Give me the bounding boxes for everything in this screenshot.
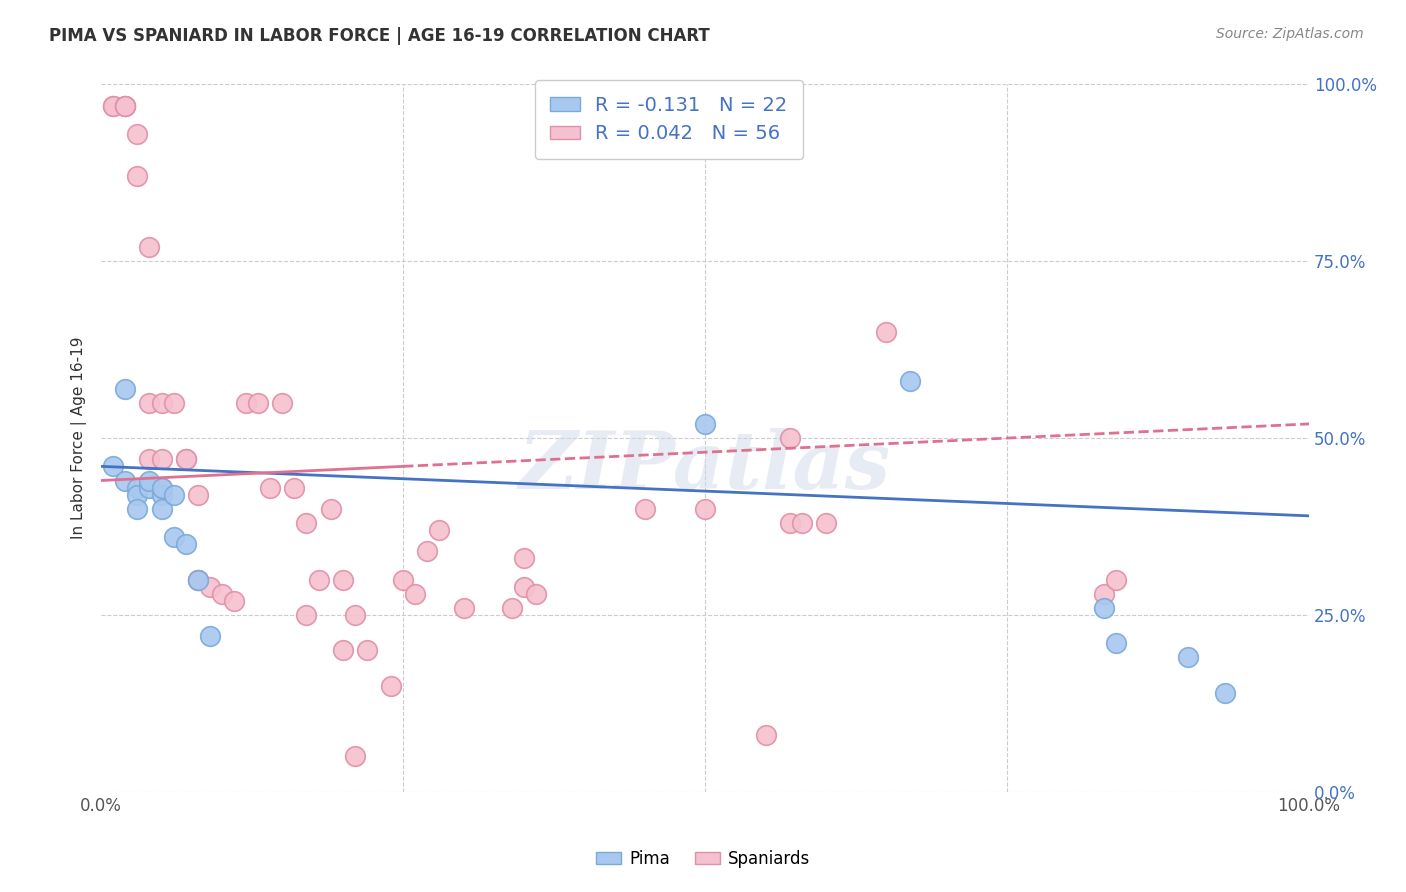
Point bbox=[187, 573, 209, 587]
Point bbox=[150, 501, 173, 516]
Point bbox=[501, 600, 523, 615]
Point bbox=[332, 573, 354, 587]
Point bbox=[779, 431, 801, 445]
Point bbox=[380, 679, 402, 693]
Text: PIMA VS SPANIARD IN LABOR FORCE | AGE 16-19 CORRELATION CHART: PIMA VS SPANIARD IN LABOR FORCE | AGE 16… bbox=[49, 27, 710, 45]
Legend: Pima, Spaniards: Pima, Spaniards bbox=[589, 844, 817, 875]
Point bbox=[1092, 587, 1115, 601]
Point bbox=[392, 573, 415, 587]
Point bbox=[427, 523, 450, 537]
Point bbox=[634, 501, 657, 516]
Point bbox=[754, 728, 776, 742]
Point bbox=[271, 395, 294, 409]
Point bbox=[187, 573, 209, 587]
Point bbox=[814, 516, 837, 530]
Point bbox=[138, 240, 160, 254]
Point bbox=[222, 593, 245, 607]
Point bbox=[162, 395, 184, 409]
Point bbox=[127, 501, 149, 516]
Point bbox=[1213, 686, 1236, 700]
Point bbox=[247, 395, 270, 409]
Point bbox=[114, 98, 136, 112]
Point bbox=[295, 607, 318, 622]
Point bbox=[900, 375, 922, 389]
Point bbox=[295, 516, 318, 530]
Point bbox=[103, 98, 125, 112]
Point bbox=[127, 127, 149, 141]
Point bbox=[453, 600, 475, 615]
Point bbox=[174, 452, 197, 467]
Point bbox=[319, 501, 342, 516]
Point bbox=[138, 395, 160, 409]
Point bbox=[127, 169, 149, 184]
Point bbox=[416, 544, 439, 558]
Point bbox=[198, 580, 221, 594]
Point bbox=[1105, 636, 1128, 650]
Point bbox=[103, 459, 125, 474]
Legend: R = -0.131   N = 22, R = 0.042   N = 56: R = -0.131 N = 22, R = 0.042 N = 56 bbox=[534, 80, 803, 159]
Point bbox=[114, 98, 136, 112]
Point bbox=[235, 395, 257, 409]
Y-axis label: In Labor Force | Age 16-19: In Labor Force | Age 16-19 bbox=[72, 337, 87, 540]
Point bbox=[779, 516, 801, 530]
Point bbox=[513, 580, 536, 594]
Text: Source: ZipAtlas.com: Source: ZipAtlas.com bbox=[1216, 27, 1364, 41]
Point bbox=[103, 98, 125, 112]
Point bbox=[174, 452, 197, 467]
Point bbox=[790, 516, 813, 530]
Point bbox=[127, 481, 149, 495]
Point bbox=[198, 629, 221, 643]
Point bbox=[150, 452, 173, 467]
Point bbox=[114, 474, 136, 488]
Point bbox=[138, 452, 160, 467]
Point bbox=[187, 573, 209, 587]
Point bbox=[114, 382, 136, 396]
Point bbox=[150, 481, 173, 495]
Point bbox=[162, 530, 184, 544]
Point bbox=[524, 587, 547, 601]
Point bbox=[332, 643, 354, 657]
Point bbox=[259, 481, 281, 495]
Point bbox=[1092, 600, 1115, 615]
Point bbox=[138, 474, 160, 488]
Point bbox=[404, 587, 426, 601]
Point bbox=[138, 481, 160, 495]
Point bbox=[513, 551, 536, 566]
Point bbox=[211, 587, 233, 601]
Point bbox=[114, 98, 136, 112]
Point bbox=[150, 488, 173, 502]
Point bbox=[693, 501, 716, 516]
Point bbox=[174, 537, 197, 551]
Point bbox=[875, 325, 897, 339]
Point bbox=[1177, 650, 1199, 665]
Point bbox=[150, 481, 173, 495]
Point bbox=[1105, 573, 1128, 587]
Point bbox=[308, 573, 330, 587]
Point bbox=[162, 488, 184, 502]
Point bbox=[356, 643, 378, 657]
Point bbox=[127, 488, 149, 502]
Point bbox=[150, 395, 173, 409]
Point bbox=[283, 481, 305, 495]
Point bbox=[343, 749, 366, 764]
Point bbox=[187, 488, 209, 502]
Point bbox=[343, 607, 366, 622]
Text: ZIPatlas: ZIPatlas bbox=[519, 427, 891, 505]
Point bbox=[693, 417, 716, 431]
